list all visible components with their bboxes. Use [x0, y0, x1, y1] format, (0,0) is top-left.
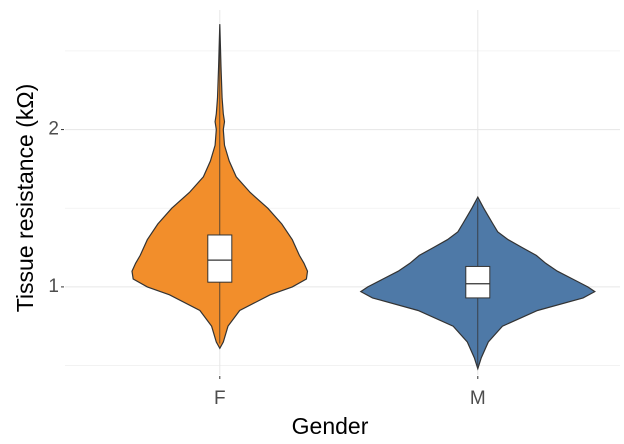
x-tick-label: M: [470, 388, 486, 409]
x-axis-label: Gender: [292, 413, 369, 439]
y-tick-label: 2: [48, 119, 59, 140]
y-axis-label: Tissue resistance (kΩ): [12, 84, 38, 313]
box: [465, 265, 491, 299]
box: [207, 234, 233, 283]
y-tick-label: 1: [48, 276, 59, 297]
x-tick-label: F: [214, 388, 226, 409]
